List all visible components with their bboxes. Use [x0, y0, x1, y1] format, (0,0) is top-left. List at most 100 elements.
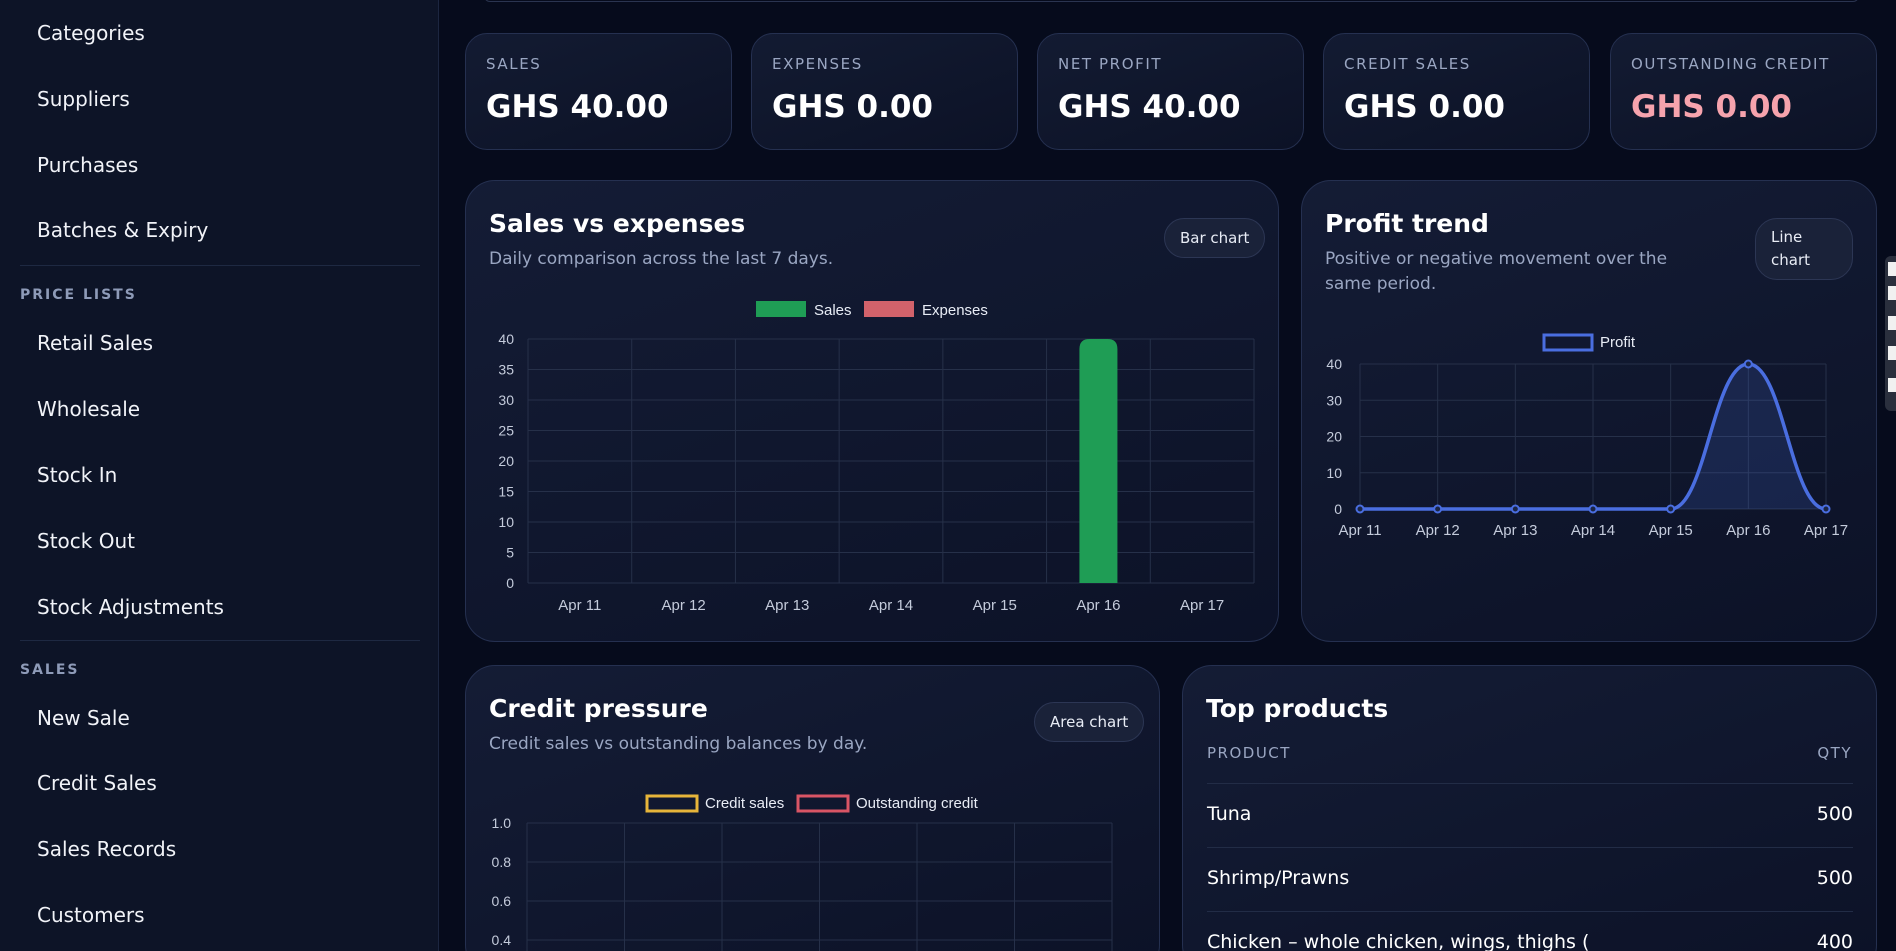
x-tick-label: Apr 12 — [661, 597, 705, 614]
sidebar-item-stock-adjustments[interactable]: Stock Adjustments — [37, 595, 224, 619]
y-tick-label: 35 — [498, 362, 514, 378]
legend-swatch — [1542, 333, 1594, 352]
y-tick-label: 0.6 — [492, 893, 512, 909]
kpi-net-profit: NET PROFIT GHS 40.00 — [1037, 33, 1304, 150]
card-top-products: Top products PRODUCT QTY Tuna 500 Shrimp… — [1182, 665, 1877, 951]
y-tick-label: 10 — [498, 514, 514, 530]
kpi-label: EXPENSES — [772, 55, 863, 73]
sidebar-item-purchases[interactable]: Purchases — [37, 153, 139, 177]
legend-label: Expenses — [922, 302, 988, 319]
kpi-value: GHS 0.00 — [772, 89, 933, 125]
sidebar-item-customers[interactable]: Customers — [37, 903, 145, 927]
sidebar-item-stock-in[interactable]: Stock In — [37, 463, 118, 487]
profit-point — [1588, 504, 1598, 514]
sidebar: Categories Suppliers Purchases Batches &… — [0, 0, 439, 951]
product-name: Chicken – whole chicken, wings, thighs ( — [1207, 931, 1590, 951]
y-tick-label: 40 — [1326, 356, 1342, 372]
card-subtitle: Positive or negative movement over the s… — [1325, 249, 1668, 294]
kpi-sales: SALES GHS 40.00 — [465, 33, 732, 150]
y-tick-label: 0 — [506, 575, 514, 591]
card-credit-pressure: Credit pressure Credit sales vs outstand… — [465, 665, 1160, 951]
card-title: Sales vs expenses — [489, 209, 746, 238]
kpi-value: GHS 0.00 — [1344, 89, 1505, 125]
product-name: Tuna — [1207, 803, 1252, 825]
bar-chart-toggle[interactable]: Bar chart — [1164, 218, 1266, 258]
sidebar-item-wholesale[interactable]: Wholesale — [37, 397, 141, 421]
top-panel-edge — [484, 0, 1859, 2]
product-qty: 500 — [1816, 803, 1853, 825]
y-tick-label: 30 — [1326, 392, 1342, 408]
sales-expenses-chart: 0 5 10 15 20 25 30 35 40 Apr 11 Apr 12 Apr 13 Apr 14… — [498, 301, 1255, 614]
column-header-qty: QTY — [1817, 744, 1852, 762]
x-tick-label: Apr 17 — [1180, 597, 1224, 614]
sidebar-item-stock-out[interactable]: Stock Out — [37, 529, 135, 553]
x-tick-label: Apr 15 — [973, 597, 1017, 614]
sidebar-item-categories[interactable]: Categories — [37, 21, 145, 45]
y-tick-label: 30 — [498, 392, 514, 408]
profit-point — [1433, 504, 1443, 514]
y-tick-label: 0.4 — [492, 932, 512, 948]
y-tick-label: 10 — [1326, 465, 1342, 481]
profit-point — [1666, 504, 1676, 514]
legend-swatch — [756, 301, 806, 317]
profit-point — [1743, 359, 1753, 369]
x-tick-label: Apr 13 — [1493, 522, 1537, 539]
kpi-outstanding-credit: OUTSTANDING CREDIT GHS 0.00 — [1610, 33, 1877, 150]
table-row: Chicken – whole chicken, wings, thighs (… — [1207, 911, 1853, 951]
profit-point — [1510, 504, 1520, 514]
x-tick-label: Apr 12 — [1416, 522, 1460, 539]
sidebar-item-credit-sales[interactable]: Credit Sales — [37, 771, 157, 795]
sidebar-divider — [20, 265, 420, 266]
sidebar-item-retail-sales[interactable]: Retail Sales — [37, 331, 154, 355]
bar-sales — [1079, 339, 1118, 583]
product-qty: 400 — [1816, 931, 1853, 951]
side-toolbar-tab[interactable] — [1885, 256, 1896, 411]
kpi-label: CREDIT SALES — [1344, 55, 1471, 73]
y-tick-label: 40 — [498, 331, 514, 347]
y-tick-label: 20 — [498, 453, 514, 469]
y-tick-label: 0.8 — [492, 854, 512, 870]
card-subtitle: Daily comparison across the last 7 days. — [489, 249, 834, 269]
legend-label: Outstanding credit — [856, 795, 979, 812]
sidebar-item-batches-expiry[interactable]: Batches & Expiry — [37, 218, 209, 242]
profit-trend-chart: 0 10 20 30 40 Apr 11 Apr 12 Apr 13 Apr 14 Apr 15 A… — [1326, 333, 1848, 539]
product-qty: 500 — [1816, 867, 1853, 889]
y-tick-label: 25 — [498, 423, 514, 439]
legend-swatch — [645, 794, 699, 813]
kpi-label: OUTSTANDING CREDIT — [1631, 55, 1830, 73]
kpi-value: GHS 0.00 — [1631, 89, 1792, 125]
toolbar-icon[interactable] — [1888, 346, 1896, 360]
kpi-value: GHS 40.00 — [1058, 89, 1241, 125]
y-tick-label: 5 — [506, 545, 514, 561]
toolbar-icon[interactable] — [1888, 316, 1896, 330]
kpi-expenses: EXPENSES GHS 0.00 — [751, 33, 1018, 150]
x-tick-label: Apr 14 — [1571, 522, 1615, 539]
y-tick-label: 15 — [498, 484, 514, 500]
sidebar-item-sales-records[interactable]: Sales Records — [37, 837, 177, 861]
sidebar-item-suppliers[interactable]: Suppliers — [37, 87, 130, 111]
legend-label: Sales — [814, 302, 852, 319]
x-tick-label: Apr 13 — [765, 597, 809, 614]
card-title: Credit pressure — [489, 694, 708, 723]
card-profit-trend: Profit trend Positive or negative moveme… — [1301, 180, 1877, 642]
profit-area-fill — [1360, 364, 1826, 509]
sidebar-item-new-sale[interactable]: New Sale — [37, 706, 130, 730]
toolbar-icon[interactable] — [1888, 378, 1896, 392]
card-subtitle: Credit sales vs outstanding balances by … — [489, 734, 868, 754]
y-tick-label: 0 — [1334, 501, 1342, 517]
kpi-label: NET PROFIT — [1058, 55, 1163, 73]
x-tick-label: Apr 17 — [1804, 522, 1848, 539]
y-tick-label: 20 — [1326, 429, 1342, 445]
section-price-lists: PRICE LISTS — [20, 287, 137, 303]
area-chart-toggle[interactable]: Area chart — [1034, 702, 1145, 742]
line-chart-toggle[interactable]: Line chart — [1755, 218, 1853, 280]
legend-swatch — [864, 301, 914, 317]
product-name: Shrimp/Prawns — [1207, 867, 1350, 889]
card-title: Top products — [1206, 694, 1389, 723]
toolbar-icon[interactable] — [1888, 286, 1896, 300]
table-row: Shrimp/Prawns 500 — [1207, 847, 1853, 911]
x-tick-label: Apr 16 — [1726, 522, 1770, 539]
card-sales-vs-expenses: Sales vs expenses Daily comparison acros… — [465, 180, 1279, 642]
toolbar-icon[interactable] — [1888, 262, 1896, 276]
legend-label: Profit — [1600, 334, 1636, 351]
